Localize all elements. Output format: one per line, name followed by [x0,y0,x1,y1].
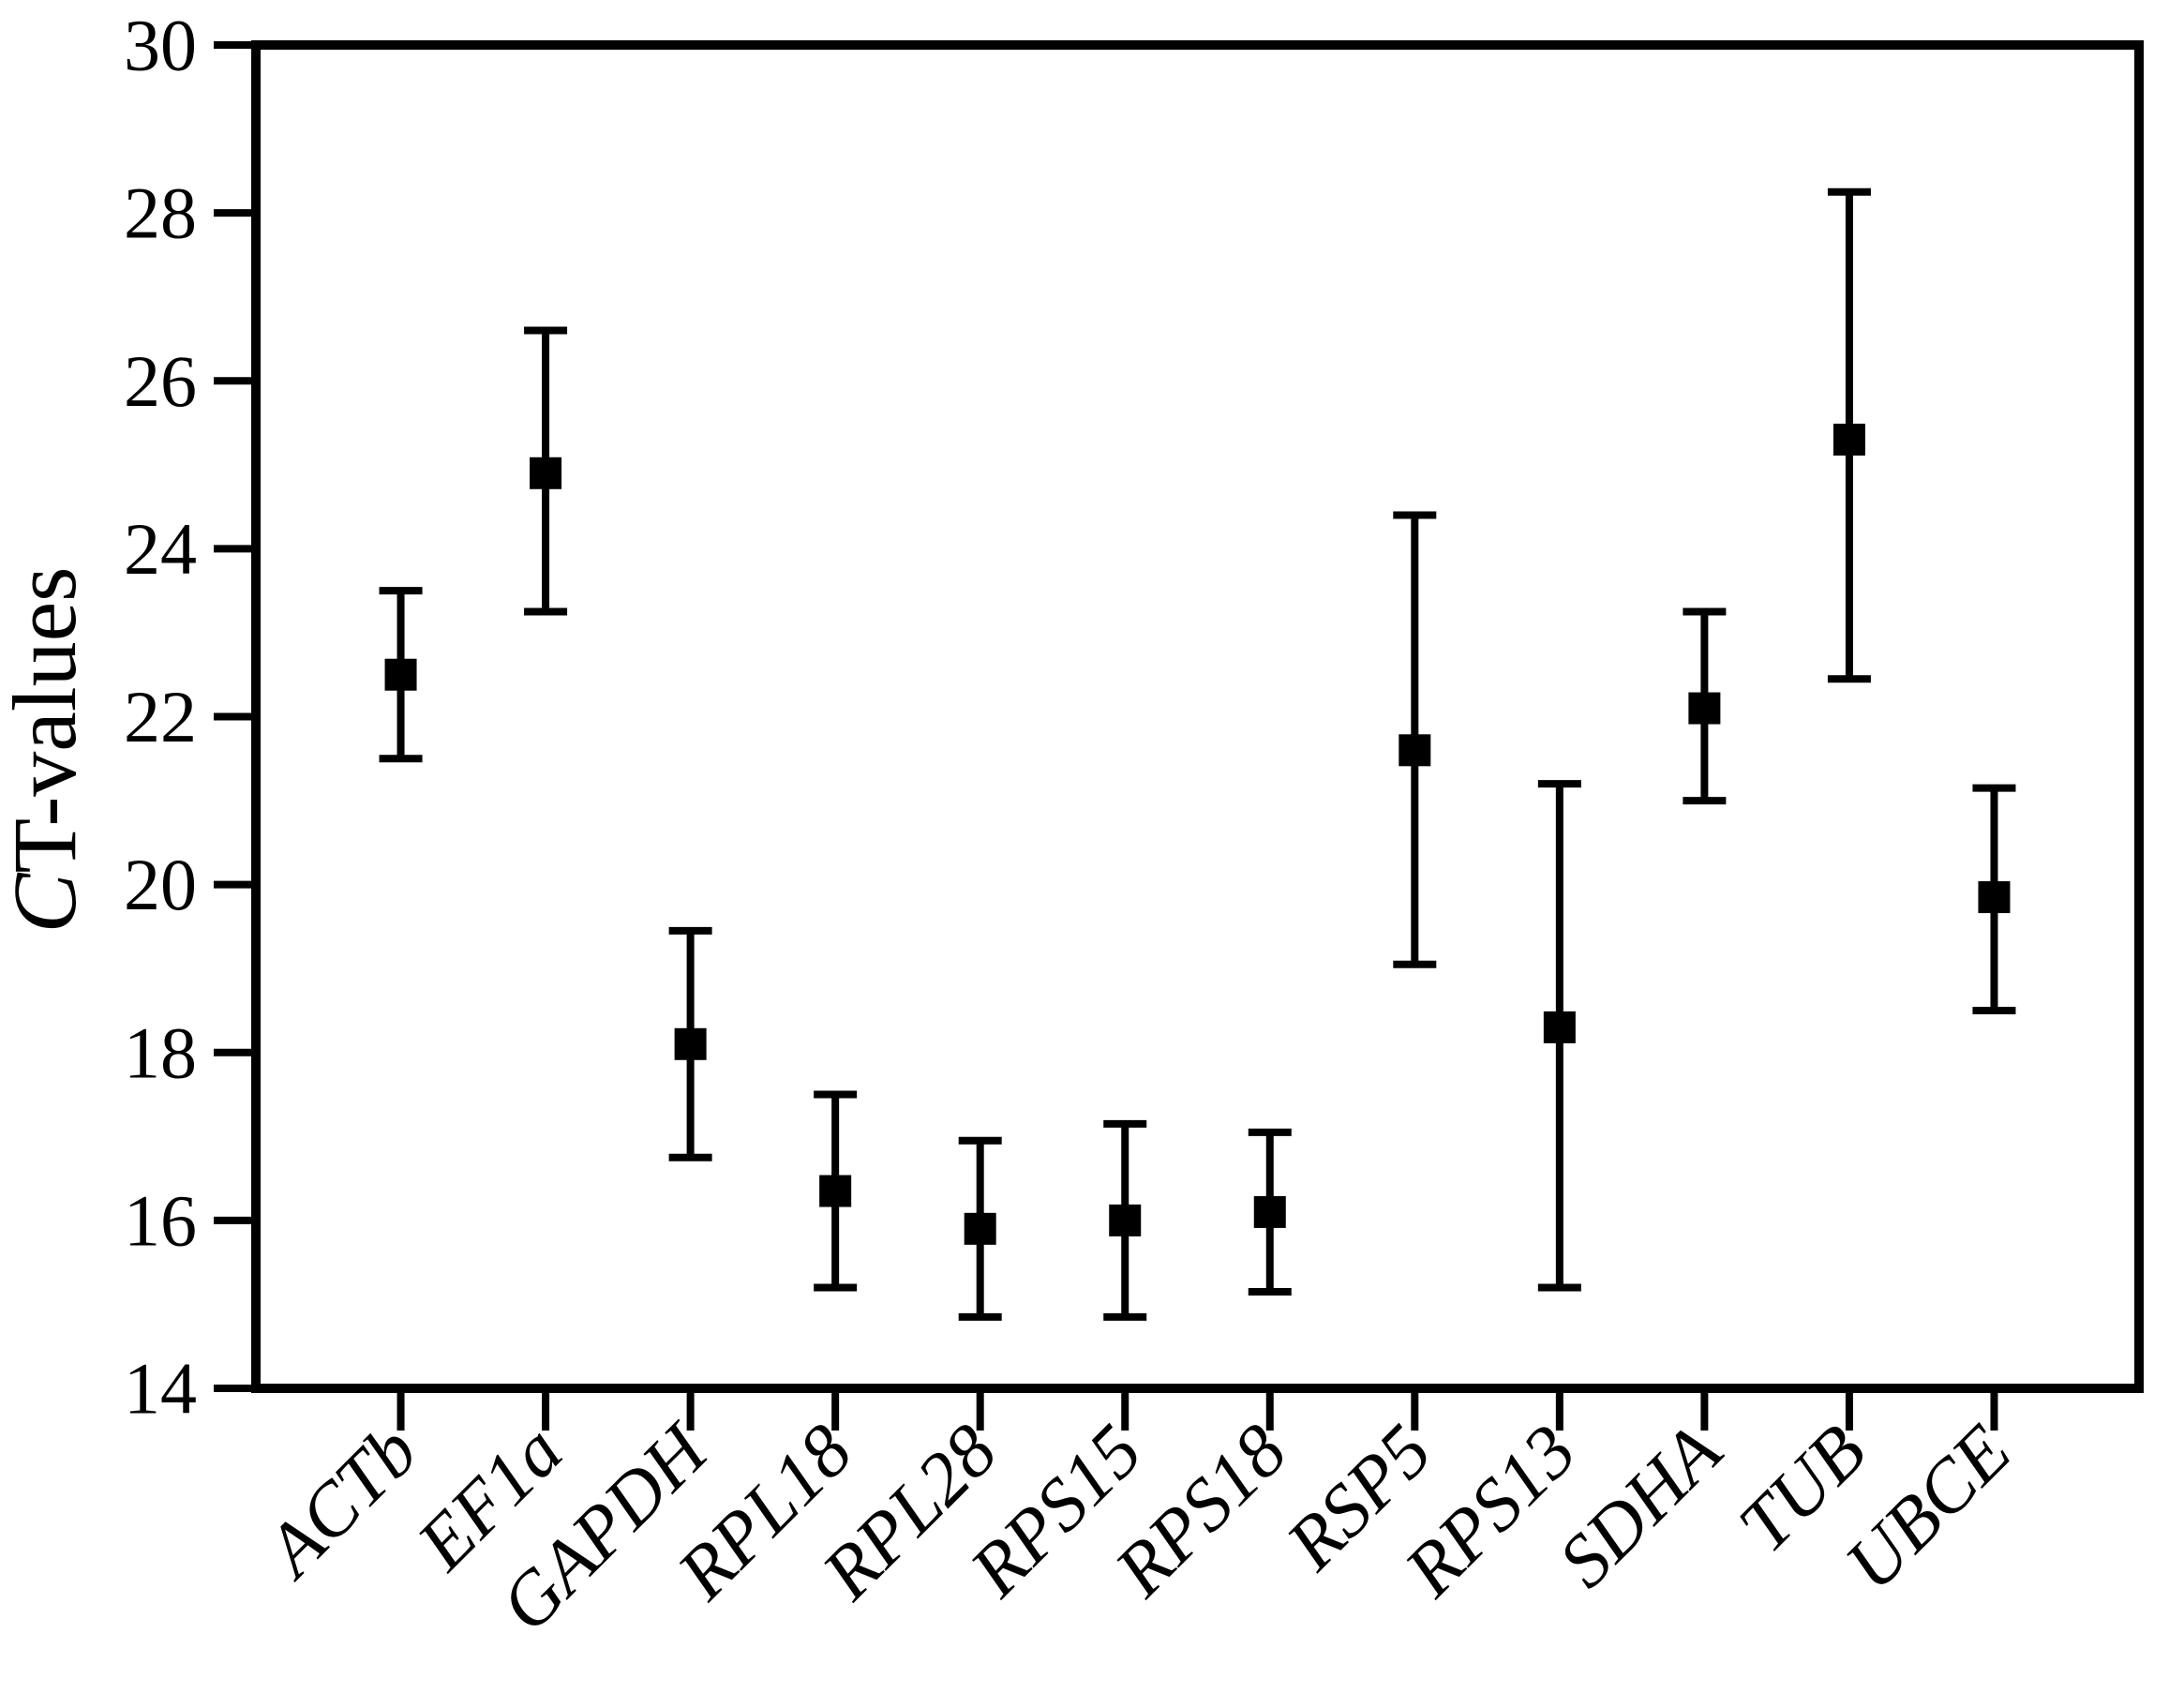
data-point-GAPDH [668,926,712,1161]
square-marker [1832,423,1865,456]
y-tick-label: 14 [124,1348,197,1430]
y-tick-label: 26 [124,340,197,422]
square-marker [674,1027,707,1060]
data-point-RSP5 [1393,511,1437,968]
square-marker [819,1175,852,1207]
y-axis-title: CT-values [0,566,95,933]
data-point-RPS15 [1103,1119,1147,1321]
data-point-ACTb [379,587,423,763]
x-axis: ACTbEF1aGAPDHRPL18RPL28RPS15RPS18RSP5RPS… [247,1388,2027,1647]
x-tick-label: ACTb [247,1410,433,1596]
y-tick-label: 24 [124,508,197,590]
data-point-SDHA [1683,607,1727,805]
data-point-RPL28 [958,1136,1002,1321]
y-tick-label: 20 [124,844,197,925]
square-marker [1543,1011,1576,1043]
y-tick-label: 30 [124,5,197,86]
square-marker [964,1212,996,1245]
data-point-RPS13 [1537,780,1581,1292]
data-point-RPS18 [1248,1128,1292,1296]
square-marker [1688,692,1721,725]
data-point-TUB [1827,187,1871,683]
plot-frame [251,40,2144,1393]
x-tick-label: SDHA [1543,1409,1738,1604]
y-axis: 14 16 18 20 22 24 26 28 30 [124,5,256,1430]
square-marker [1109,1204,1142,1236]
square-marker [1253,1195,1286,1228]
data-point-RPL18 [814,1090,858,1292]
square-marker [1978,881,2011,914]
y-tick-label: 16 [124,1179,197,1261]
x-tick-label: UBCE [1830,1410,2027,1607]
square-marker [530,457,562,489]
y-tick-label: 28 [124,172,197,254]
y-tick-label: 22 [124,676,197,757]
square-marker [384,658,417,691]
data-point-EF1a [524,326,568,616]
y-tick-label: 18 [124,1011,197,1093]
data-series [379,187,2016,1321]
data-point-UBCE [1972,784,2016,1014]
square-marker [1399,734,1431,767]
